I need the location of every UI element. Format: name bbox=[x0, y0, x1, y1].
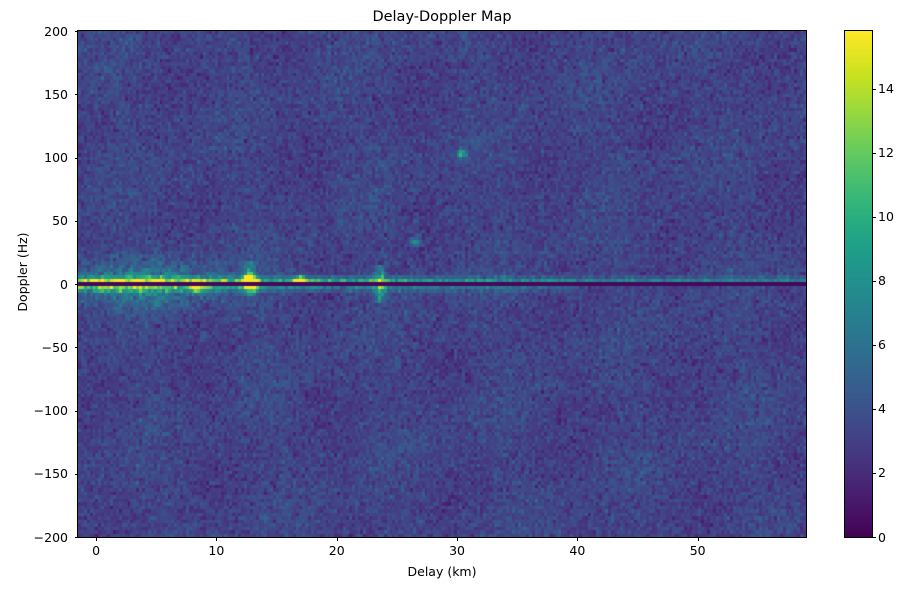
y-tick-mark bbox=[74, 284, 78, 285]
plot-area[interactable] bbox=[77, 30, 807, 538]
y-tick-label: 150 bbox=[44, 86, 68, 102]
colorbar-tick-label: 12 bbox=[878, 145, 894, 161]
y-tick-label: 100 bbox=[44, 150, 68, 165]
colorbar-tick-label: 10 bbox=[878, 209, 894, 225]
y-tick-label: −100 bbox=[33, 403, 68, 418]
y-tick-label: −200 bbox=[33, 529, 68, 545]
x-tick-label: 40 bbox=[569, 543, 586, 558]
x-axis-label: Delay (km) bbox=[407, 564, 477, 579]
x-tick-mark bbox=[457, 537, 459, 541]
colorbar-tick-mark bbox=[872, 280, 876, 282]
y-tick-mark bbox=[74, 94, 78, 96]
colorbar-tick-mark bbox=[872, 408, 876, 410]
colorbar-tick-label: 0 bbox=[878, 529, 886, 545]
y-tick-mark bbox=[74, 220, 78, 222]
y-tick-mark bbox=[74, 31, 78, 32]
y-tick-label: 200 bbox=[44, 23, 68, 39]
colorbar[interactable] bbox=[844, 30, 873, 538]
heatmap-image[interactable] bbox=[78, 31, 806, 537]
x-tick-label: 50 bbox=[689, 543, 706, 558]
colorbar-tick-label: 4 bbox=[878, 401, 886, 417]
x-tick-mark bbox=[216, 537, 218, 541]
colorbar-tick-mark bbox=[872, 152, 876, 154]
x-tick-mark bbox=[336, 537, 338, 541]
colorbar-tick-mark bbox=[872, 472, 876, 474]
x-tick-label: 0 bbox=[92, 543, 101, 558]
x-tick-mark bbox=[697, 537, 699, 541]
y-tick-label: 50 bbox=[52, 213, 68, 229]
x-tick-mark bbox=[577, 537, 579, 541]
y-tick-mark bbox=[74, 157, 78, 159]
colorbar-tick-mark bbox=[872, 537, 876, 538]
x-tick-label: 30 bbox=[449, 543, 465, 558]
colorbar-tick-label: 8 bbox=[878, 273, 886, 289]
y-tick-mark bbox=[74, 537, 78, 538]
colorbar-tick-label: 2 bbox=[878, 465, 886, 481]
y-tick-label: −50 bbox=[41, 339, 68, 355]
colorbar-tick-label: 14 bbox=[878, 81, 894, 97]
y-tick-label: −150 bbox=[33, 466, 68, 482]
colorbar-tick-mark bbox=[872, 88, 876, 90]
x-tick-label: 20 bbox=[328, 543, 345, 558]
x-tick-mark bbox=[96, 537, 98, 541]
colorbar-tick-label: 6 bbox=[878, 337, 886, 353]
y-tick-label: 0 bbox=[60, 276, 68, 292]
y-axis-label: Doppler (Hz) bbox=[15, 232, 30, 312]
y-tick-mark bbox=[74, 347, 78, 349]
y-tick-mark bbox=[74, 410, 78, 412]
colorbar-tick-mark bbox=[872, 344, 876, 346]
colorbar-gradient bbox=[845, 31, 872, 537]
colorbar-tick-mark bbox=[872, 216, 876, 218]
y-tick-mark bbox=[74, 473, 78, 475]
x-tick-label: 10 bbox=[208, 543, 225, 558]
page-title: Delay-Doppler Map bbox=[372, 9, 512, 25]
